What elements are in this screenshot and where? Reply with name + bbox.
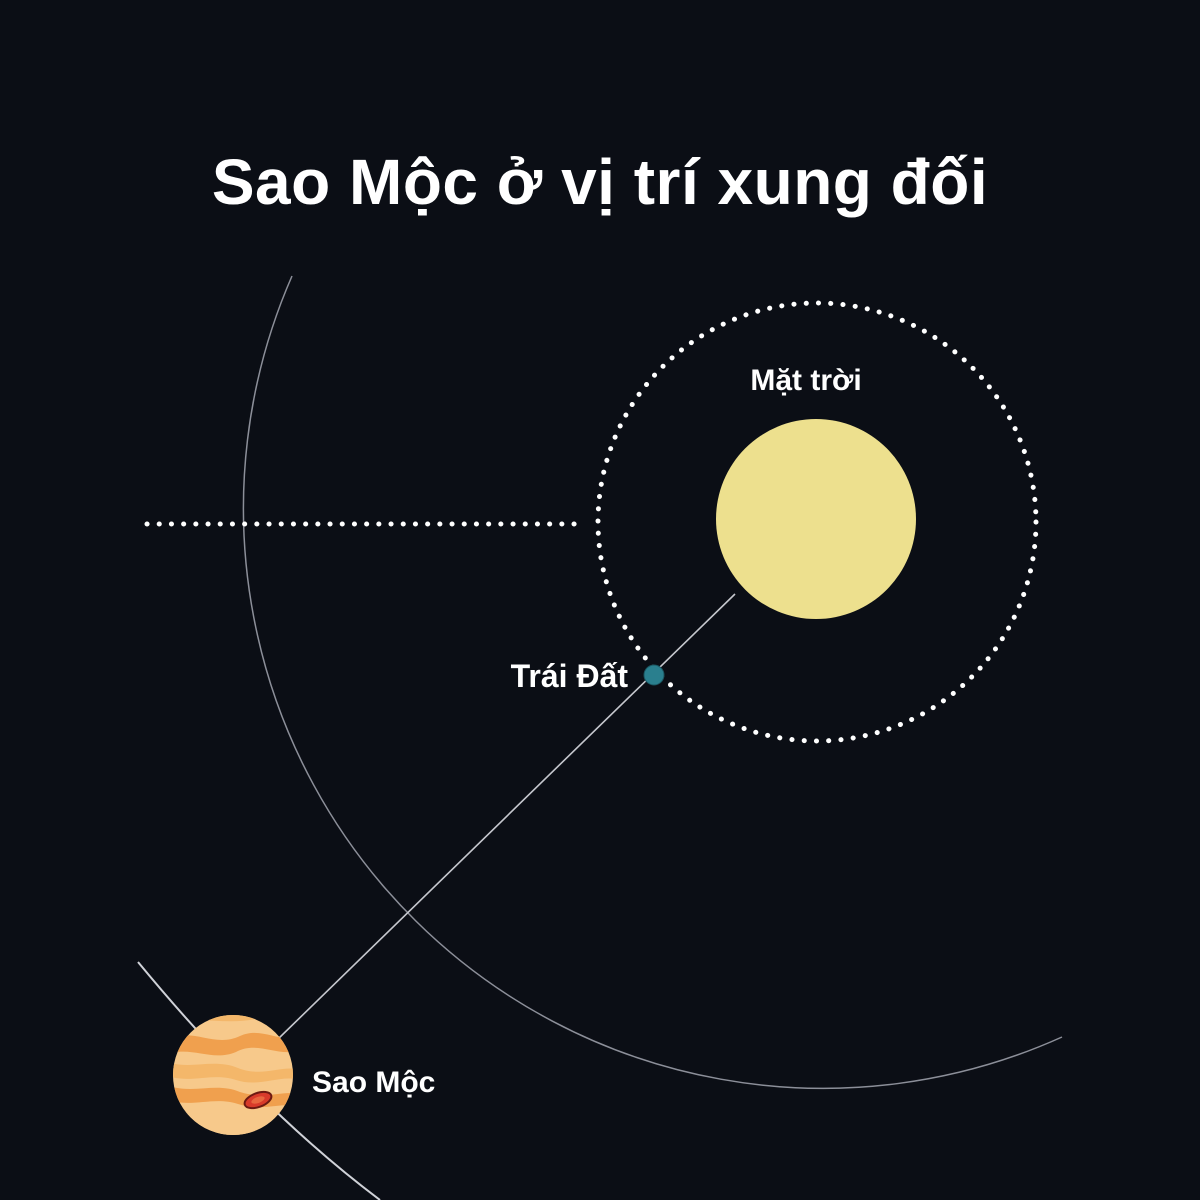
jupiter (173, 1015, 293, 1135)
diagram-title: Sao Mộc ở vị trí xung đối (211, 146, 989, 218)
jupiter-label: Sao Mộc (312, 1066, 435, 1099)
sun (716, 419, 916, 619)
sun-label: Mặt trời (750, 364, 861, 397)
earth-label: Trái Đất (511, 658, 629, 694)
earth-orbit (595, 300, 1039, 744)
jupiter-orbit-arc-guide (242, 275, 1063, 1090)
earth (643, 664, 665, 686)
alignment-line (276, 593, 736, 1041)
